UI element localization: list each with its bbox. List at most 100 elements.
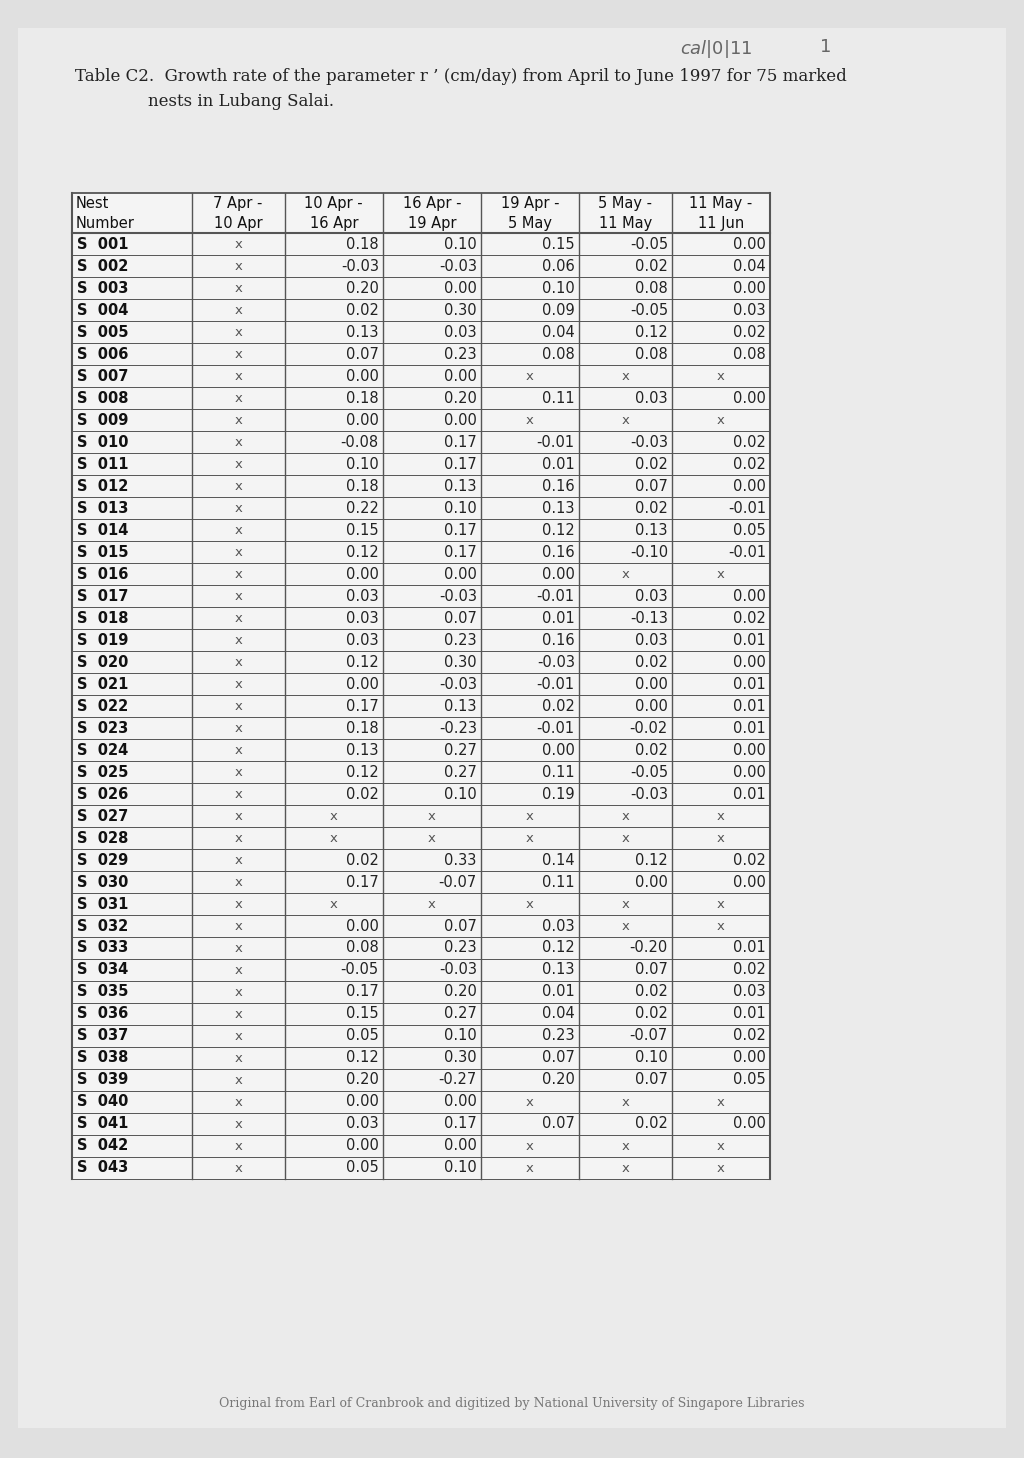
Text: 0.19: 0.19 bbox=[542, 786, 574, 802]
Text: x: x bbox=[234, 414, 242, 427]
Text: x: x bbox=[526, 1140, 534, 1152]
Text: x: x bbox=[622, 567, 630, 580]
Text: 0.03: 0.03 bbox=[635, 589, 668, 604]
Text: 19 Apr: 19 Apr bbox=[408, 216, 456, 230]
Text: S  031: S 031 bbox=[77, 897, 128, 911]
Text: nests in Lubang Salai.: nests in Lubang Salai. bbox=[148, 93, 334, 109]
Text: 0.13: 0.13 bbox=[444, 478, 477, 493]
Text: x: x bbox=[717, 809, 725, 822]
Text: 0.11: 0.11 bbox=[542, 391, 574, 405]
Text: 0.05: 0.05 bbox=[733, 1073, 766, 1088]
Text: 0.07: 0.07 bbox=[443, 919, 477, 933]
Text: 0.00: 0.00 bbox=[346, 1095, 379, 1110]
Text: 0.00: 0.00 bbox=[443, 567, 477, 582]
Text: 0.02: 0.02 bbox=[346, 853, 379, 868]
Text: x: x bbox=[717, 567, 725, 580]
Text: S  029: S 029 bbox=[77, 853, 128, 868]
Text: x: x bbox=[234, 458, 242, 471]
Text: -0.20: -0.20 bbox=[630, 940, 668, 955]
Text: 0.00: 0.00 bbox=[635, 875, 668, 889]
Text: 0.00: 0.00 bbox=[733, 280, 766, 296]
Text: S  027: S 027 bbox=[77, 809, 128, 824]
Text: 0.12: 0.12 bbox=[346, 1051, 379, 1066]
Text: 11 May: 11 May bbox=[599, 216, 652, 230]
Text: x: x bbox=[234, 898, 242, 910]
Text: 1: 1 bbox=[820, 38, 831, 55]
Text: 0.20: 0.20 bbox=[542, 1073, 574, 1088]
Text: 0.01: 0.01 bbox=[542, 984, 574, 1000]
Text: 0.14: 0.14 bbox=[542, 853, 574, 868]
Text: 0.20: 0.20 bbox=[346, 1073, 379, 1088]
Text: 0.00: 0.00 bbox=[733, 391, 766, 405]
Text: 0.15: 0.15 bbox=[346, 1006, 379, 1022]
Text: S  014: S 014 bbox=[77, 522, 128, 538]
Text: -0.07: -0.07 bbox=[630, 1028, 668, 1044]
Text: -0.27: -0.27 bbox=[438, 1073, 477, 1088]
Text: S  002: S 002 bbox=[77, 258, 128, 274]
Text: -0.03: -0.03 bbox=[438, 258, 477, 274]
Text: x: x bbox=[234, 656, 242, 669]
Text: 0.18: 0.18 bbox=[346, 391, 379, 405]
Text: S  013: S 013 bbox=[77, 500, 128, 516]
Text: 0.13: 0.13 bbox=[543, 962, 574, 977]
Text: x: x bbox=[234, 831, 242, 844]
Text: 0.02: 0.02 bbox=[733, 962, 766, 977]
Text: Original from Earl of Cranbrook and digitized by National University of Singapor: Original from Earl of Cranbrook and digi… bbox=[219, 1397, 805, 1410]
Text: S  023: S 023 bbox=[77, 720, 128, 735]
Text: 0.02: 0.02 bbox=[733, 325, 766, 340]
Text: x: x bbox=[717, 369, 725, 382]
Text: S  040: S 040 bbox=[77, 1095, 128, 1110]
Text: -0.01: -0.01 bbox=[728, 500, 766, 516]
Text: x: x bbox=[234, 238, 242, 251]
Text: 0.01: 0.01 bbox=[733, 940, 766, 955]
Text: 0.01: 0.01 bbox=[542, 456, 574, 471]
Text: x: x bbox=[234, 567, 242, 580]
Text: 0.00: 0.00 bbox=[542, 742, 574, 758]
Text: 0.02: 0.02 bbox=[635, 500, 668, 516]
Text: x: x bbox=[717, 1095, 725, 1108]
Text: 0.08: 0.08 bbox=[635, 280, 668, 296]
Text: 0.30: 0.30 bbox=[444, 302, 477, 318]
Text: 0.02: 0.02 bbox=[346, 786, 379, 802]
Text: S  021: S 021 bbox=[77, 677, 128, 691]
Text: x: x bbox=[622, 831, 630, 844]
Text: x: x bbox=[234, 1140, 242, 1152]
Text: S  034: S 034 bbox=[77, 962, 128, 977]
Text: x: x bbox=[234, 744, 242, 757]
Text: 0.27: 0.27 bbox=[443, 742, 477, 758]
Text: x: x bbox=[234, 700, 242, 713]
Text: 0.00: 0.00 bbox=[733, 478, 766, 493]
Text: x: x bbox=[234, 502, 242, 515]
Text: -0.08: -0.08 bbox=[341, 434, 379, 449]
Text: 16 Apr -: 16 Apr - bbox=[402, 195, 461, 210]
Text: 0.01: 0.01 bbox=[733, 786, 766, 802]
Text: x: x bbox=[234, 787, 242, 800]
Text: 0.12: 0.12 bbox=[346, 655, 379, 669]
Text: 0.23: 0.23 bbox=[542, 1028, 574, 1044]
Text: 0.09: 0.09 bbox=[542, 302, 574, 318]
Text: 0.02: 0.02 bbox=[635, 258, 668, 274]
Text: 0.17: 0.17 bbox=[444, 456, 477, 471]
Text: S  033: S 033 bbox=[77, 940, 128, 955]
Text: 0.02: 0.02 bbox=[733, 434, 766, 449]
Text: 0.02: 0.02 bbox=[635, 984, 668, 1000]
Text: 0.20: 0.20 bbox=[346, 280, 379, 296]
Text: x: x bbox=[234, 722, 242, 735]
Text: -0.03: -0.03 bbox=[630, 434, 668, 449]
Text: x: x bbox=[622, 369, 630, 382]
Text: S  035: S 035 bbox=[77, 984, 128, 1000]
Text: 0.30: 0.30 bbox=[444, 655, 477, 669]
Text: 0.08: 0.08 bbox=[733, 347, 766, 362]
Text: 0.06: 0.06 bbox=[542, 258, 574, 274]
Text: 0.16: 0.16 bbox=[542, 544, 574, 560]
Text: 0.16: 0.16 bbox=[542, 478, 574, 493]
Text: x: x bbox=[234, 523, 242, 537]
Text: S  010: S 010 bbox=[77, 434, 128, 449]
Text: x: x bbox=[234, 436, 242, 449]
Text: 0.10: 0.10 bbox=[542, 280, 574, 296]
Text: x: x bbox=[622, 1095, 630, 1108]
Text: x: x bbox=[717, 898, 725, 910]
Text: x: x bbox=[234, 1117, 242, 1130]
Text: 0.12: 0.12 bbox=[346, 544, 379, 560]
Text: 0.27: 0.27 bbox=[443, 1006, 477, 1022]
